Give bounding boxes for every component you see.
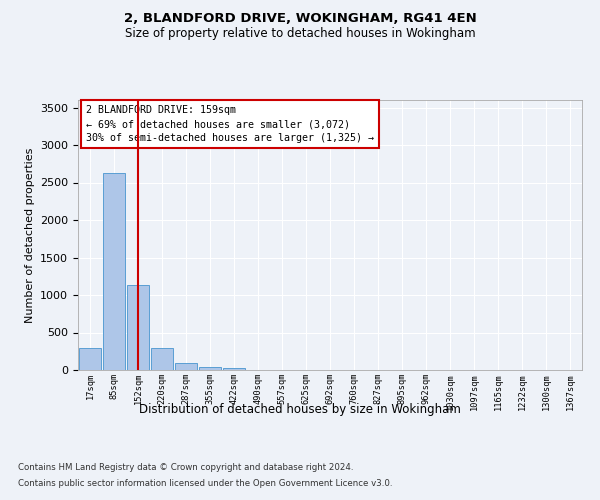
Bar (79, 348, 101, 370)
Text: Contains public sector information licensed under the Open Government Licence v3: Contains public sector information licen… (18, 478, 392, 488)
Bar (151, 348, 173, 370)
Bar (223, 368, 245, 370)
Bar (103, 173, 125, 370)
Text: Distribution of detached houses by size in Wokingham: Distribution of detached houses by size … (139, 402, 461, 415)
Text: Contains HM Land Registry data © Crown copyright and database right 2024.: Contains HM Land Registry data © Crown c… (18, 464, 353, 472)
Text: 2, BLANDFORD DRIVE, WOKINGHAM, RG41 4EN: 2, BLANDFORD DRIVE, WOKINGHAM, RG41 4EN (124, 12, 476, 26)
Bar (175, 363, 197, 370)
Text: 2 BLANDFORD DRIVE: 159sqm
← 69% of detached houses are smaller (3,072)
30% of se: 2 BLANDFORD DRIVE: 159sqm ← 69% of detac… (86, 106, 374, 144)
Y-axis label: Number of detached properties: Number of detached properties (25, 148, 35, 322)
Bar (127, 284, 149, 370)
Bar (199, 367, 221, 370)
Text: Size of property relative to detached houses in Wokingham: Size of property relative to detached ho… (125, 28, 475, 40)
